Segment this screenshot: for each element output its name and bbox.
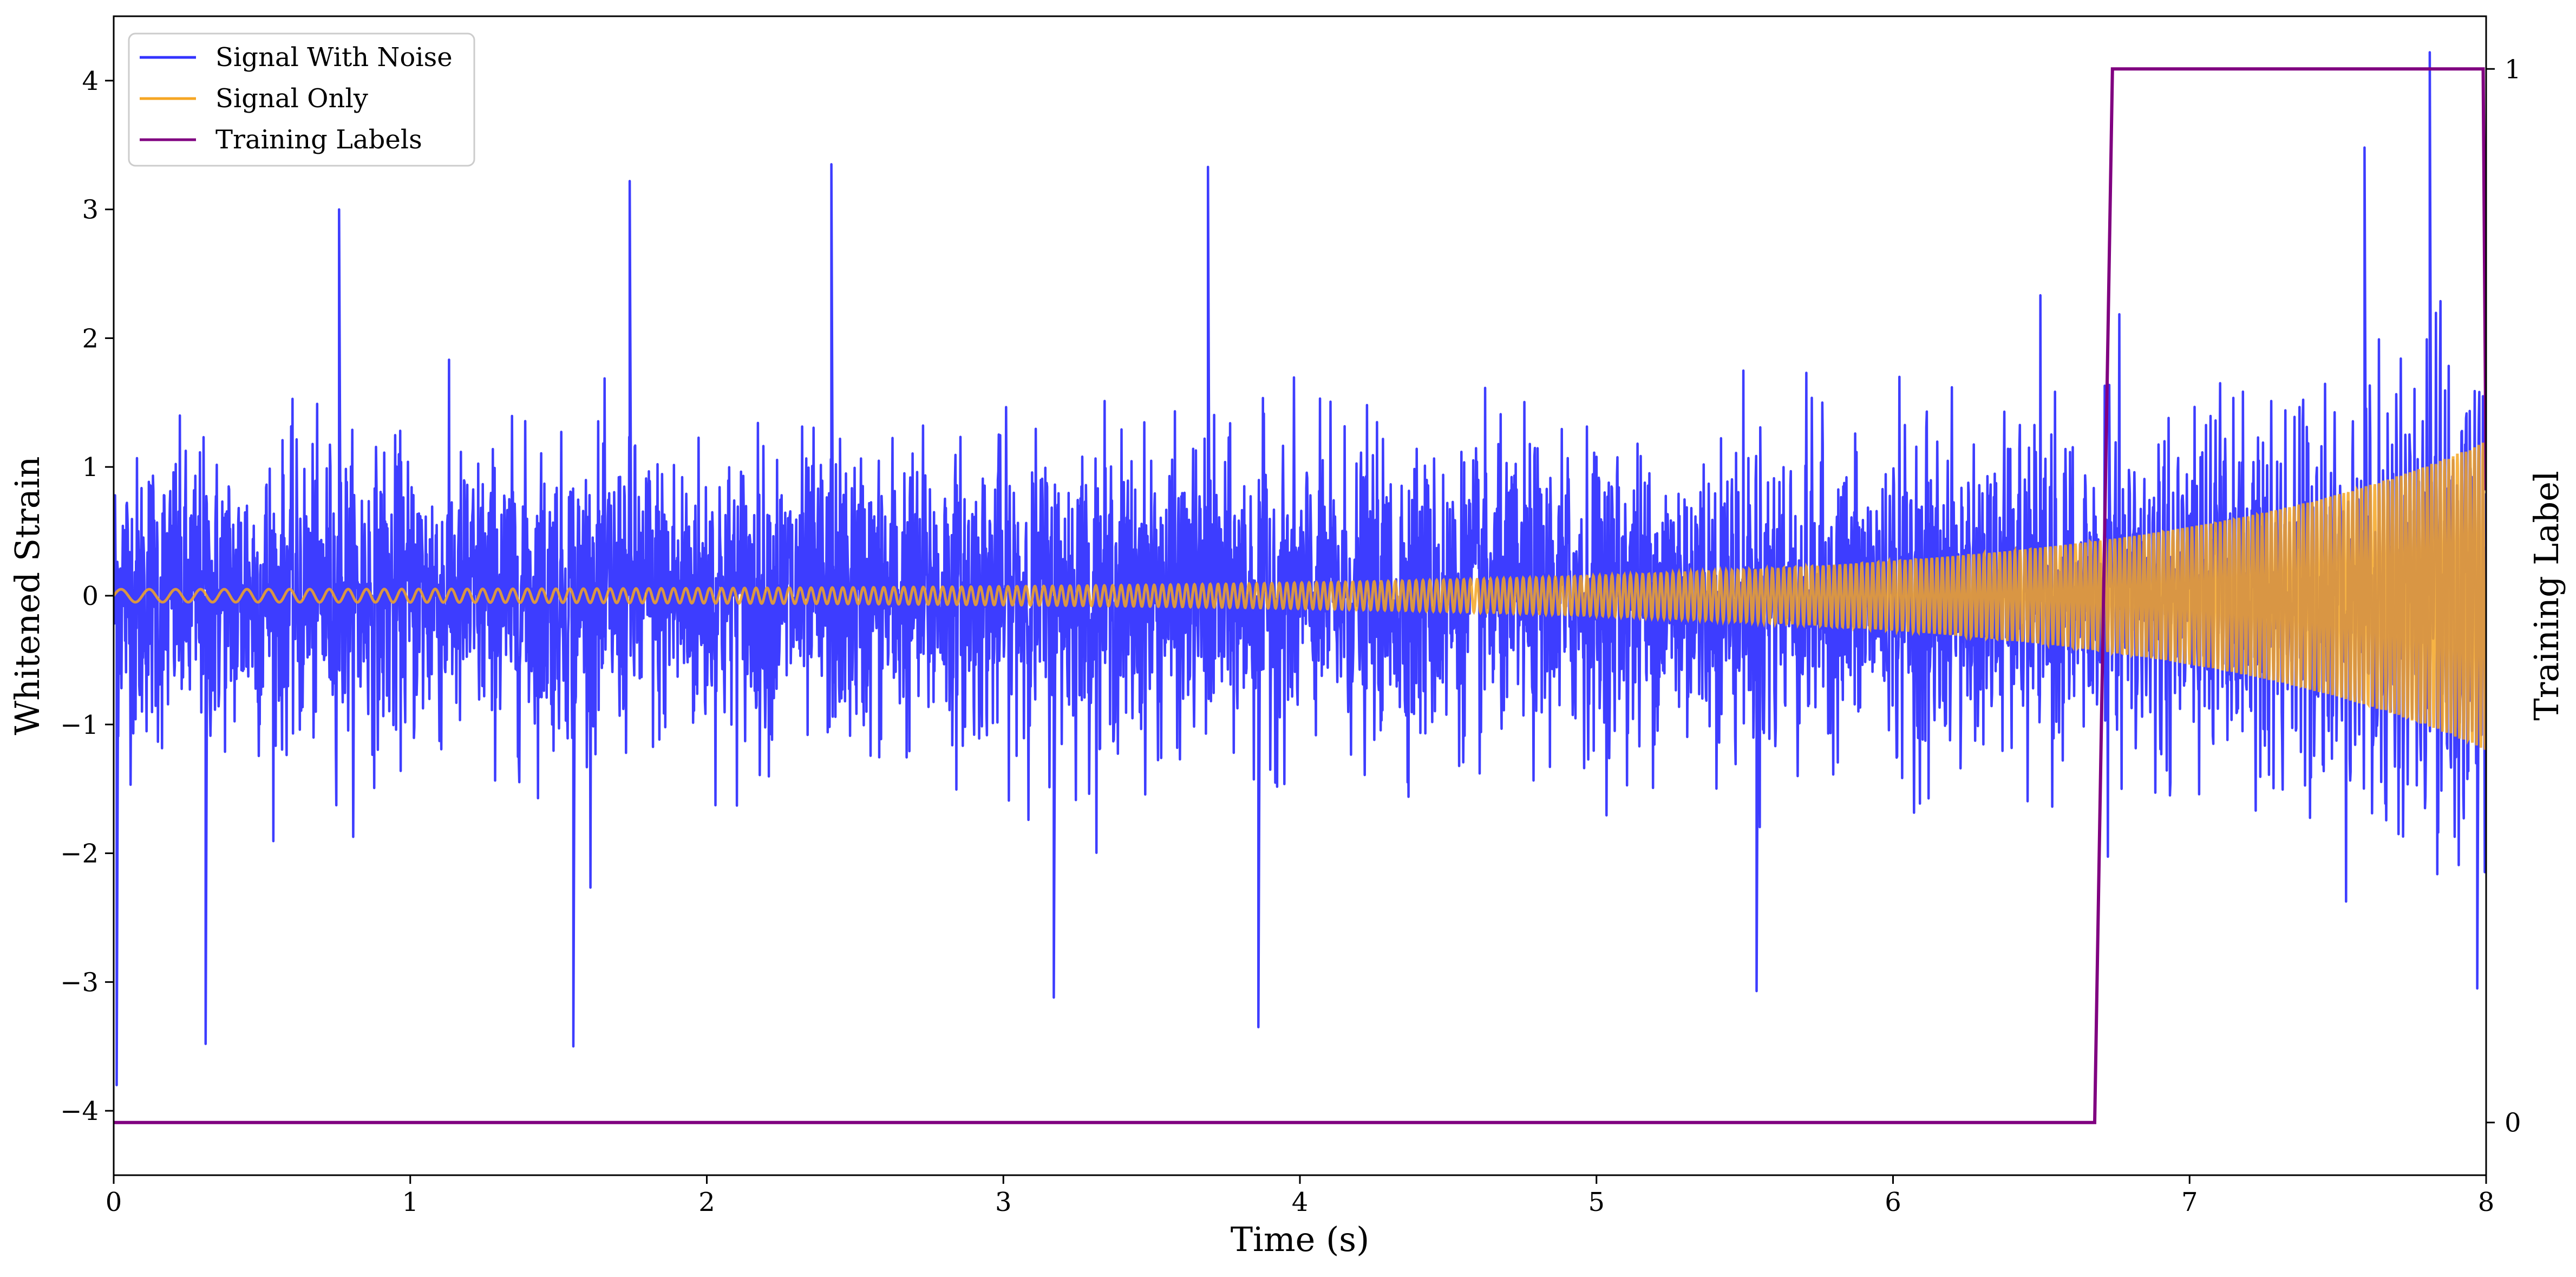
y-tick-label: −1	[60, 710, 99, 740]
x-axis-ticks: 0 1 2 3 4 5 6 7 8	[106, 1175, 2495, 1217]
x-tick-label: 5	[1588, 1187, 1605, 1217]
series-line-training-labels	[114, 67, 2486, 1124]
legend-label-signal-only: Signal Only	[215, 83, 368, 114]
legend-box	[128, 32, 475, 167]
y-tick-label: 1	[82, 452, 99, 483]
x-tick-label: 8	[2478, 1187, 2495, 1217]
y2-axis-ticks: 01	[2486, 54, 2521, 1138]
y-axis-label: Whitened Strain	[8, 457, 47, 735]
y-tick-label: −4	[60, 1096, 99, 1126]
x-tick-label: 2	[698, 1187, 715, 1217]
x-tick-label: 1	[402, 1187, 419, 1217]
legend-label-training-labels: Training Labels	[215, 125, 422, 155]
series-layer	[114, 51, 2486, 1124]
x-tick-label: 0	[106, 1187, 122, 1217]
series-line-signal-with-noise	[114, 51, 2486, 1086]
x-tick-label: 7	[2181, 1187, 2198, 1217]
series-line-signal-only	[114, 442, 2486, 750]
y-tick-label: −3	[60, 967, 99, 998]
y-tick-label: 3	[82, 195, 99, 225]
y-tick-label: 0	[82, 581, 99, 611]
y-tick-label: 4	[82, 66, 99, 96]
y-axis-ticks: −4 −3 −2 −1 0 1 2 3 4	[60, 66, 114, 1126]
legend: Signal With Noise Signal Only Training L…	[128, 32, 475, 167]
x-tick-label: 4	[1292, 1187, 1309, 1217]
y2-tick-label: 0	[2505, 1108, 2521, 1138]
legend-label-signal-with-noise: Signal With Noise	[215, 42, 453, 73]
x-tick-label: 3	[995, 1187, 1012, 1217]
y2-tick-label: 1	[2505, 54, 2521, 84]
x-tick-label: 6	[1885, 1187, 1901, 1217]
y-tick-label: 2	[82, 323, 99, 354]
x-axis-label: Time (s)	[1231, 1220, 1370, 1259]
y-tick-label: −2	[60, 839, 99, 869]
y2-axis-label: Training Label	[2527, 471, 2566, 720]
